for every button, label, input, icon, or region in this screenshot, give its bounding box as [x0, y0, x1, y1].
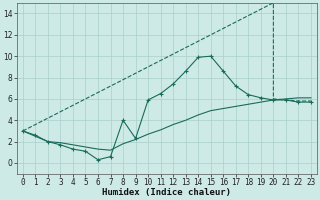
X-axis label: Humidex (Indice chaleur): Humidex (Indice chaleur)	[102, 188, 231, 197]
